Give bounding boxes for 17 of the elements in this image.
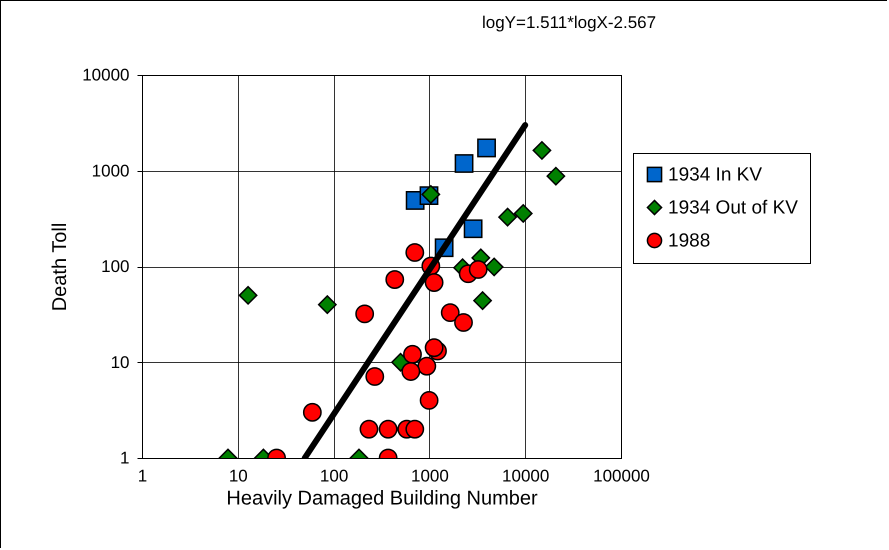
x-tick-label: 100	[320, 466, 348, 486]
legend-label: 1934 In KV	[668, 164, 762, 186]
x-tick-label: 10	[228, 466, 248, 486]
x-tick-label: 10000	[502, 466, 550, 486]
y-tick-label: 100	[101, 257, 130, 276]
y-tick-label: 1	[120, 448, 130, 468]
legend-label: 1934 Out of KV	[668, 198, 798, 218]
x-tick-label: 100000	[593, 466, 650, 486]
y-tick-label: 1000	[92, 161, 130, 180]
x-tick-label: 1	[138, 466, 148, 486]
y-tick-label: 10	[110, 352, 130, 372]
y-tick-label: 10000	[82, 66, 130, 84]
x-axis-title: Heavily Damaged Building Number	[226, 488, 538, 510]
text: logY=1.511*logX-2.567	[482, 13, 656, 32]
x-tick-label: 1000	[410, 466, 449, 486]
y-axis-title: Death Toll	[49, 222, 72, 312]
legend-label: 1988	[668, 230, 710, 252]
